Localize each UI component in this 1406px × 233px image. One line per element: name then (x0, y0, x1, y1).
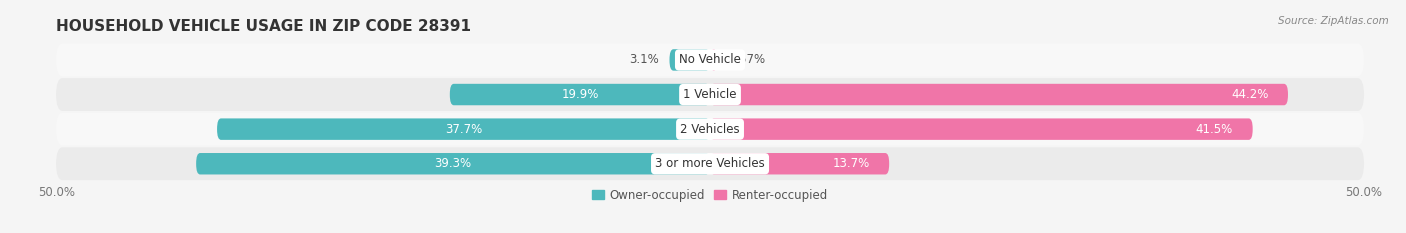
Text: 3 or more Vehicles: 3 or more Vehicles (655, 157, 765, 170)
Text: No Vehicle: No Vehicle (679, 53, 741, 66)
Text: 19.9%: 19.9% (561, 88, 599, 101)
Text: 44.2%: 44.2% (1232, 88, 1268, 101)
Text: 0.57%: 0.57% (728, 53, 765, 66)
FancyBboxPatch shape (56, 78, 1364, 111)
Text: 13.7%: 13.7% (832, 157, 869, 170)
Text: 1 Vehicle: 1 Vehicle (683, 88, 737, 101)
FancyBboxPatch shape (217, 118, 710, 140)
Text: 39.3%: 39.3% (434, 157, 471, 170)
FancyBboxPatch shape (710, 84, 1288, 105)
Text: 2 Vehicles: 2 Vehicles (681, 123, 740, 136)
FancyBboxPatch shape (450, 84, 710, 105)
FancyBboxPatch shape (56, 44, 1364, 76)
Legend: Owner-occupied, Renter-occupied: Owner-occupied, Renter-occupied (586, 184, 834, 207)
Text: Source: ZipAtlas.com: Source: ZipAtlas.com (1278, 16, 1389, 26)
FancyBboxPatch shape (669, 49, 710, 71)
Text: 41.5%: 41.5% (1197, 123, 1233, 136)
FancyBboxPatch shape (56, 113, 1364, 146)
FancyBboxPatch shape (197, 153, 710, 175)
FancyBboxPatch shape (710, 118, 1253, 140)
FancyBboxPatch shape (710, 49, 717, 71)
FancyBboxPatch shape (56, 147, 1364, 180)
Text: HOUSEHOLD VEHICLE USAGE IN ZIP CODE 28391: HOUSEHOLD VEHICLE USAGE IN ZIP CODE 2839… (56, 19, 471, 34)
Text: 37.7%: 37.7% (444, 123, 482, 136)
Text: 3.1%: 3.1% (630, 53, 659, 66)
FancyBboxPatch shape (710, 153, 889, 175)
